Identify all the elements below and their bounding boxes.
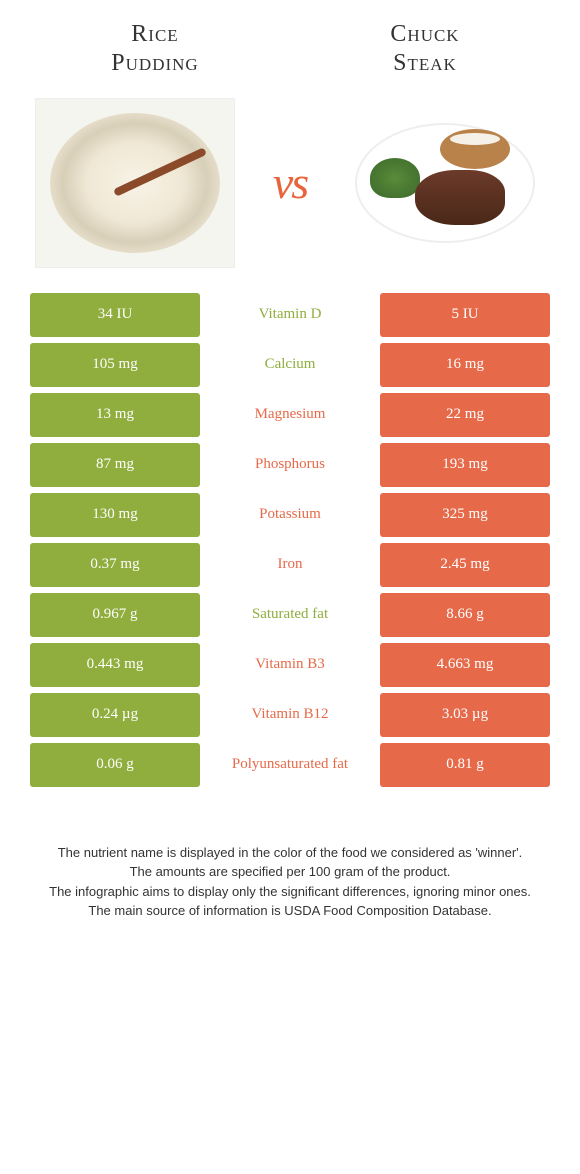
right-value: 8.66 g	[380, 593, 550, 637]
nutrient-label: Vitamin B12	[200, 693, 380, 737]
nutrient-row: 0.24 µgVitamin B123.03 µg	[30, 693, 550, 737]
images-row: vs	[0, 88, 580, 293]
right-value: 16 mg	[380, 343, 550, 387]
steak-icon	[415, 170, 505, 225]
vs-label: vs	[273, 156, 307, 209]
nutrient-label: Potassium	[200, 493, 380, 537]
footer-line: The nutrient name is displayed in the co…	[30, 843, 550, 863]
footer-line: The infographic aims to display only the…	[30, 882, 550, 902]
nutrient-row: 130 mgPotassium325 mg	[30, 493, 550, 537]
right-value: 2.45 mg	[380, 543, 550, 587]
right-value: 325 mg	[380, 493, 550, 537]
nutrient-label: Polyunsaturated fat	[200, 743, 380, 787]
left-food-image	[35, 98, 235, 268]
nutrient-label: Phosphorus	[200, 443, 380, 487]
right-value: 193 mg	[380, 443, 550, 487]
title-text: Rice	[131, 21, 178, 47]
right-food-image	[345, 98, 545, 268]
nutrient-row: 0.06 gPolyunsaturated fat0.81 g	[30, 743, 550, 787]
left-value: 0.37 mg	[30, 543, 200, 587]
nutrient-row: 0.37 mgIron2.45 mg	[30, 543, 550, 587]
right-value: 3.03 µg	[380, 693, 550, 737]
header: Rice Pudding Chuck Steak	[0, 0, 580, 88]
nutrient-row: 0.443 mgVitamin B34.663 mg	[30, 643, 550, 687]
left-value: 0.967 g	[30, 593, 200, 637]
rice-pudding-illustration	[50, 113, 220, 253]
right-food-title: Chuck Steak	[325, 20, 525, 78]
broccoli-icon	[370, 158, 420, 198]
left-value: 34 IU	[30, 293, 200, 337]
nutrient-label: Vitamin D	[200, 293, 380, 337]
nutrient-row: 34 IUVitamin D5 IU	[30, 293, 550, 337]
footer-notes: The nutrient name is displayed in the co…	[0, 793, 580, 941]
nutrient-row: 87 mgPhosphorus193 mg	[30, 443, 550, 487]
nutrient-label: Vitamin B3	[200, 643, 380, 687]
left-food-title: Rice Pudding	[55, 20, 255, 78]
right-value: 0.81 g	[380, 743, 550, 787]
chuck-steak-illustration	[355, 123, 535, 243]
nutrient-label: Saturated fat	[200, 593, 380, 637]
left-value: 87 mg	[30, 443, 200, 487]
footer-line: The main source of information is USDA F…	[30, 901, 550, 921]
left-value: 13 mg	[30, 393, 200, 437]
left-value: 0.443 mg	[30, 643, 200, 687]
nutrient-row: 105 mgCalcium16 mg	[30, 343, 550, 387]
nutrient-label: Magnesium	[200, 393, 380, 437]
right-value: 5 IU	[380, 293, 550, 337]
right-value: 22 mg	[380, 393, 550, 437]
right-value: 4.663 mg	[380, 643, 550, 687]
left-value: 130 mg	[30, 493, 200, 537]
potato-icon	[440, 129, 510, 169]
left-value: 0.24 µg	[30, 693, 200, 737]
nutrient-label: Iron	[200, 543, 380, 587]
title-text: Steak	[393, 50, 457, 76]
nutrient-row: 0.967 gSaturated fat8.66 g	[30, 593, 550, 637]
title-text: Pudding	[111, 50, 198, 76]
title-text: Chuck	[390, 21, 459, 47]
footer-line: The amounts are specified per 100 gram o…	[30, 862, 550, 882]
left-value: 0.06 g	[30, 743, 200, 787]
left-value: 105 mg	[30, 343, 200, 387]
nutrient-row: 13 mgMagnesium22 mg	[30, 393, 550, 437]
nutrient-label: Calcium	[200, 343, 380, 387]
nutrient-table: 34 IUVitamin D5 IU 105 mgCalcium16 mg 13 m…	[0, 293, 580, 787]
